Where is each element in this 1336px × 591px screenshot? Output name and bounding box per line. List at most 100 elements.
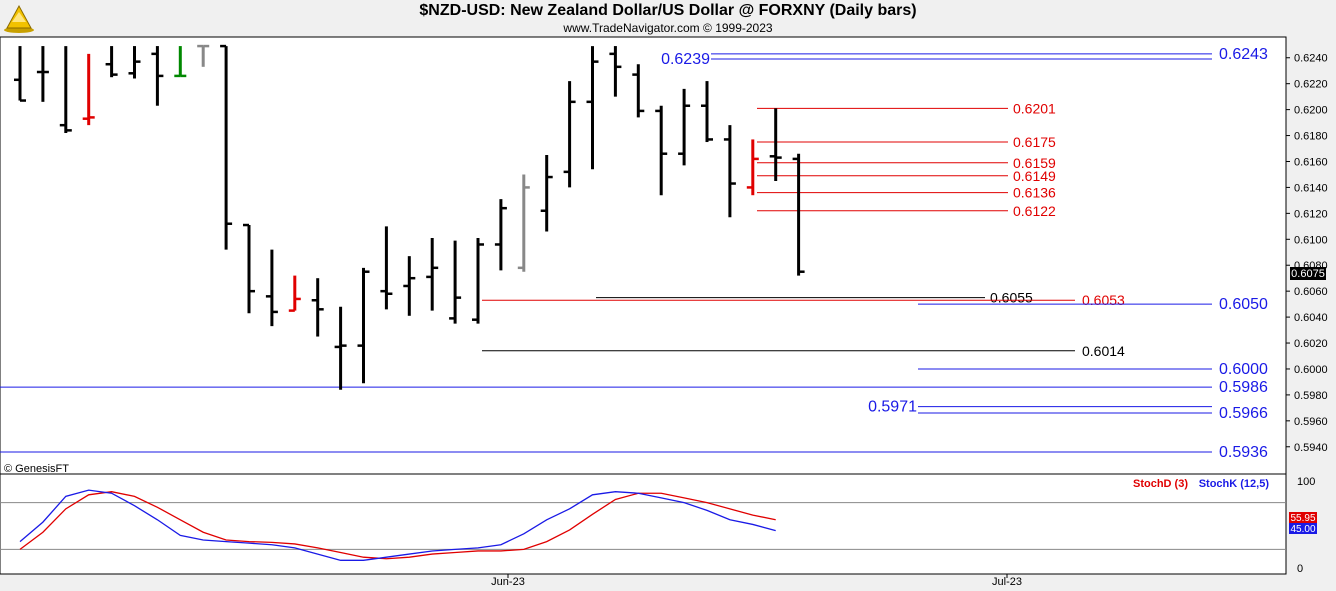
y-tick-label: 0.5960 xyxy=(1294,416,1328,428)
ohlc-bar xyxy=(655,105,668,196)
ohlc-bar xyxy=(59,46,72,133)
ohlc-bar xyxy=(563,81,576,188)
last-price-label: 0.6075 xyxy=(1291,268,1325,280)
stoch-k-line xyxy=(19,489,776,561)
price-level-label: 0.6239 xyxy=(661,51,710,68)
y-tick-label: 0.6060 xyxy=(1294,286,1328,298)
y-tick-label: 0.6240 xyxy=(1294,53,1328,65)
ohlc-bar xyxy=(105,46,118,78)
stoch-tick-0: 0 xyxy=(1297,563,1303,575)
ohlc-bar xyxy=(197,44,210,67)
stoch-k-last-box xyxy=(1289,523,1317,534)
y-tick-label: 0.6120 xyxy=(1294,208,1328,220)
price-level-0-5986: 0.5986 xyxy=(0,379,1268,396)
ohlc-bar xyxy=(14,46,26,102)
price-level-0-6243: 0.6243 xyxy=(711,46,1268,63)
price-level-label: 0.6050 xyxy=(1219,296,1268,313)
price-level-0-6000: 0.6000 xyxy=(918,361,1268,378)
price-level-label: 0.6055 xyxy=(990,290,1033,306)
stoch-d-last-value: 55.95 xyxy=(1290,513,1315,524)
stoch-k-legend: StochK (12,5) xyxy=(1199,478,1270,490)
price-level-0-6239: 0.6239 xyxy=(661,51,1212,68)
price-level-label: 0.6149 xyxy=(1013,168,1056,184)
price-level-label: 0.6122 xyxy=(1013,203,1056,219)
ohlc-bar xyxy=(609,46,622,97)
ohlc-bar xyxy=(701,81,713,143)
y-tick-label: 0.6200 xyxy=(1294,105,1328,117)
price-level-0-6014: 0.6014 xyxy=(482,343,1125,359)
ohlc-bar xyxy=(517,174,530,272)
price-level-label: 0.5971 xyxy=(868,399,917,416)
ohlc-bar xyxy=(265,249,278,327)
ohlc-bar xyxy=(678,88,691,166)
stoch-tick-100: 100 xyxy=(1297,476,1315,488)
stoch-reference-lines xyxy=(0,502,1286,550)
ohlc-bar xyxy=(357,267,370,384)
ohlc-bar xyxy=(792,153,805,276)
price-axis: 0.6240 0.6220 0.6200 0.6180 0.6160 0.6140 0.61… xyxy=(1286,53,1328,454)
price-level-label: 0.6000 xyxy=(1219,361,1268,378)
ohlc-bar xyxy=(36,46,49,102)
stoch-k-last-value: 45.00 xyxy=(1290,524,1315,535)
ohlc-bars xyxy=(14,44,805,390)
x-tick-jul: Jul-23 xyxy=(992,576,1022,588)
ohlc-bar xyxy=(288,275,301,312)
ohlc-bar xyxy=(82,53,95,126)
ohlc-bar xyxy=(586,46,599,170)
copyright-label: © GenesisFT xyxy=(4,463,69,475)
price-levels: 0.62430.62390.62010.61750.61590.61490.61… xyxy=(0,46,1268,461)
price-level-label: 0.6136 xyxy=(1013,185,1056,201)
stoch-d-last-box xyxy=(1289,512,1317,523)
price-level-label: 0.6159 xyxy=(1013,155,1056,171)
price-level-0-5971: 0.5971 xyxy=(868,399,1212,416)
ohlc-bar xyxy=(403,256,416,316)
ohlc-bar xyxy=(449,240,462,324)
y-tick-label: 0.6160 xyxy=(1294,156,1328,168)
ohlc-bar xyxy=(426,237,439,311)
chart-title: $NZD-USD: New Zealand Dollar/US Dollar @… xyxy=(419,2,917,19)
ohlc-bar xyxy=(540,155,553,232)
y-tick-label: 0.6220 xyxy=(1294,79,1328,91)
stoch-d-line xyxy=(19,491,776,560)
y-tick-label: 0.6020 xyxy=(1294,338,1328,350)
price-level-label: 0.6014 xyxy=(1082,343,1125,359)
ohlc-bar xyxy=(220,44,233,250)
chart-subtitle: www.TradeNavigator.com © 1999-2023 xyxy=(563,21,773,35)
price-level-label: 0.6175 xyxy=(1013,134,1056,150)
ohlc-bar xyxy=(769,108,782,181)
price-level-0-5966: 0.5966 xyxy=(918,405,1268,422)
y-tick-label: 0.6000 xyxy=(1294,364,1328,376)
ohlc-bar xyxy=(746,139,759,196)
ohlc-bar xyxy=(334,306,347,390)
tradenavigator-logo-icon xyxy=(2,2,36,34)
price-level-label: 0.6243 xyxy=(1219,46,1268,63)
price-level-label: 0.6201 xyxy=(1013,100,1056,116)
price-level-label: 0.5966 xyxy=(1219,405,1268,422)
price-level-label: 0.6053 xyxy=(1082,292,1125,308)
price-plot-area xyxy=(0,36,1287,475)
ohlc-bar xyxy=(311,278,324,337)
ohlc-bar xyxy=(128,46,141,79)
y-tick-label: 0.6180 xyxy=(1294,131,1328,143)
x-tick-jun: Jun-23 xyxy=(491,576,525,588)
stoch-d-legend: StochD (3) xyxy=(1133,478,1188,490)
price-level-0-6201: 0.6201 xyxy=(757,100,1056,116)
ohlc-bar xyxy=(243,223,255,314)
price-level-label: 0.5986 xyxy=(1219,379,1268,396)
ohlc-bar xyxy=(472,237,484,324)
price-level-0-6050: 0.6050 xyxy=(918,296,1268,313)
ohlc-bar xyxy=(174,46,187,78)
ohlc-bar xyxy=(723,125,736,218)
last-price-box xyxy=(1290,267,1326,280)
y-tick-label: 0.6140 xyxy=(1294,182,1328,194)
price-level-0-6175: 0.6175 xyxy=(757,134,1056,150)
y-tick-label: 0.6040 xyxy=(1294,312,1328,324)
price-level-0-5936: 0.5936 xyxy=(0,444,1268,461)
y-tick-label: 0.5940 xyxy=(1294,442,1328,454)
price-level-0-6055: 0.6055 xyxy=(596,290,1033,306)
y-tick-label: 0.6100 xyxy=(1294,234,1328,246)
ohlc-bar xyxy=(632,64,645,118)
price-level-label: 0.5936 xyxy=(1219,444,1268,461)
stoch-plot-area xyxy=(0,473,1287,575)
